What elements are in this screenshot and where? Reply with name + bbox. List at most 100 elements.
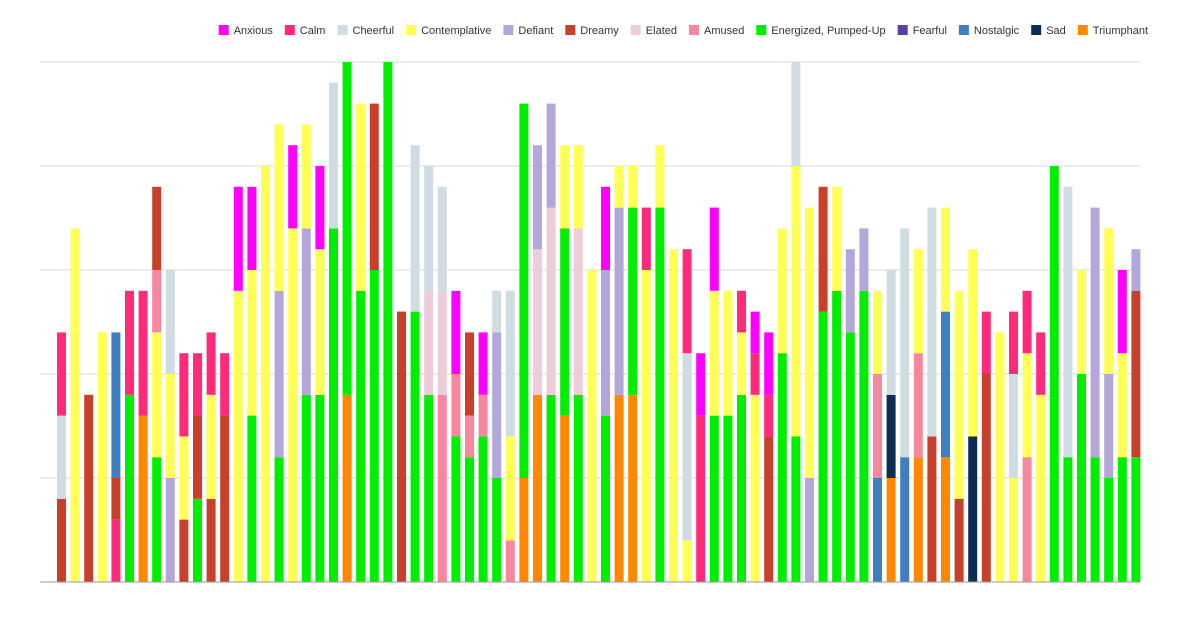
legend-item: Triumphant <box>1077 25 1148 37</box>
bar-segment <box>437 290 447 395</box>
bar-segment <box>981 311 991 374</box>
bar-stack <box>193 353 202 582</box>
legend-item: Contemplative <box>406 25 491 37</box>
bar-segment <box>560 415 570 582</box>
bar-stack <box>206 332 216 582</box>
bar-segment <box>179 436 189 520</box>
bar-segment <box>805 207 814 478</box>
bar-segment <box>1009 478 1018 582</box>
bar-segment <box>478 394 488 437</box>
bar-segment <box>546 394 556 582</box>
legend-item: Cheerful <box>337 25 394 37</box>
bar-segment <box>437 394 447 582</box>
bar-segment <box>57 415 66 499</box>
bar-stack <box>97 332 107 582</box>
bar-segment <box>533 145 542 250</box>
bar-segment <box>179 519 189 582</box>
bar-segment <box>165 478 175 582</box>
bar-stack <box>805 207 814 582</box>
bar-segment <box>274 124 284 291</box>
legend: Anxious Calm Cheerful Contemplative Defiant D… <box>218 25 1148 37</box>
bar-stack <box>1117 270 1127 582</box>
bar-stack <box>873 290 882 582</box>
bar-stack <box>397 311 406 582</box>
bar-segment <box>138 415 148 582</box>
bar-segment <box>342 62 352 395</box>
bar-segment <box>941 207 950 312</box>
bar-stack <box>492 290 502 582</box>
bar-segment <box>573 394 583 582</box>
legend-swatch <box>630 25 641 35</box>
legend-item: Nostalgic <box>958 25 1020 37</box>
bar-stack <box>968 249 978 582</box>
bar-segment <box>913 353 923 458</box>
bar-segment <box>1022 457 1032 582</box>
bar-segment <box>832 290 842 582</box>
bar-segment <box>628 394 638 582</box>
bar-segment <box>981 374 991 582</box>
legend-item: Fearful <box>897 25 947 37</box>
legend-label: Sad <box>1046 25 1066 37</box>
bar-stack <box>1131 249 1141 582</box>
bar-segment <box>954 290 964 499</box>
bar-segment <box>315 166 325 250</box>
bar-stack <box>709 207 719 582</box>
bar-segment <box>465 332 474 416</box>
bar-stack <box>927 207 937 582</box>
bar-stack <box>981 311 991 582</box>
bar-stack <box>1049 166 1059 582</box>
bar-stack <box>179 353 189 582</box>
bar-stack <box>165 270 175 582</box>
bar-stack <box>859 228 869 582</box>
bar-segment <box>220 415 230 582</box>
bar-segment <box>1104 228 1114 374</box>
bar-segment <box>614 394 624 582</box>
bar-segment <box>1131 290 1141 458</box>
bar-stack <box>138 290 148 582</box>
bar-stack <box>1090 207 1100 582</box>
bar-stack <box>669 249 678 582</box>
bar-stack <box>628 166 638 582</box>
bar-segment <box>723 290 733 416</box>
bar-stack <box>954 290 964 582</box>
bar-segment <box>152 332 162 458</box>
bar-segment <box>356 290 366 582</box>
legend-swatch <box>284 25 295 35</box>
legend-swatch <box>218 25 229 35</box>
bar-segment <box>560 145 570 229</box>
bar-segment <box>301 124 311 229</box>
bar-segment <box>233 186 243 291</box>
bar-segment <box>614 166 624 208</box>
legend-label: Contemplative <box>421 25 491 37</box>
bar-segment <box>111 332 121 478</box>
legend-label: Anxious <box>234 25 274 37</box>
bar-segment <box>206 394 216 499</box>
bar-segment <box>478 332 488 395</box>
bar-segment <box>913 457 923 582</box>
legend-item: Sad <box>1031 25 1066 37</box>
legend-item: Amused <box>689 25 744 37</box>
bar-segment <box>805 478 814 582</box>
bar-stack <box>274 124 284 582</box>
bar-stack <box>356 103 366 582</box>
bar-segment <box>1063 186 1073 458</box>
bar-stack <box>573 145 583 582</box>
bar-segment <box>138 290 148 416</box>
bar-segment <box>505 540 515 582</box>
bar-segment <box>750 311 760 354</box>
bar-segment <box>193 498 202 582</box>
bar-segment <box>873 374 882 478</box>
bar-segment <box>247 186 257 270</box>
bar-stack <box>315 166 325 582</box>
bar-segment <box>1022 353 1032 458</box>
bar-segment <box>97 332 107 582</box>
bar-segment <box>288 145 298 229</box>
bar-segment <box>818 186 828 312</box>
bar-stack <box>900 228 910 582</box>
bar-segment <box>995 332 1005 582</box>
bar-segment <box>1077 270 1086 374</box>
bar-segment <box>437 186 447 291</box>
bar-segment <box>70 228 80 582</box>
bar-segment <box>152 270 162 333</box>
bar-segment <box>573 145 583 229</box>
